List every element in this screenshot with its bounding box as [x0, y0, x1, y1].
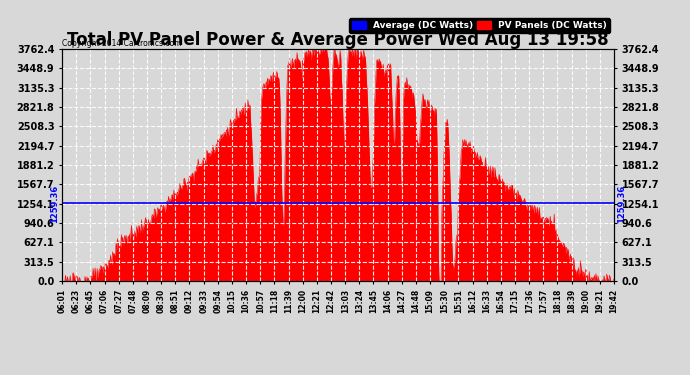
Title: Total PV Panel Power & Average Power Wed Aug 13 19:58: Total PV Panel Power & Average Power Wed…: [68, 31, 609, 49]
Text: 1259.36: 1259.36: [50, 184, 59, 222]
Legend: Average (DC Watts), PV Panels (DC Watts): Average (DC Watts), PV Panels (DC Watts): [349, 18, 609, 33]
Text: Copyright 2014 Cartronics.com: Copyright 2014 Cartronics.com: [62, 39, 181, 48]
Text: 1259.36: 1259.36: [617, 184, 626, 222]
